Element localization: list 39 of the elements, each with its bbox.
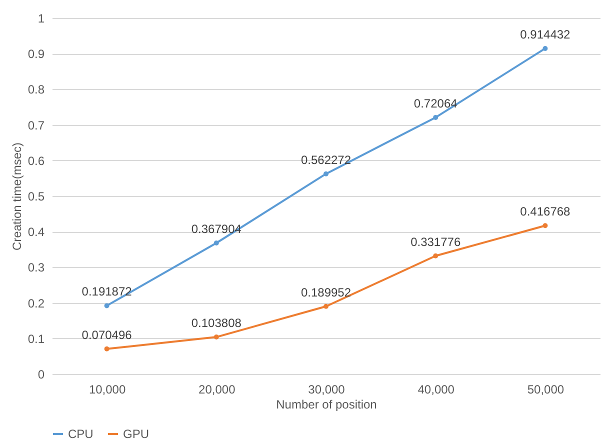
x-tick-label: 20,000 (198, 382, 236, 396)
y-tick-label: 0.7 (28, 118, 45, 132)
data-label: 0.189952 (300, 285, 352, 300)
point (214, 240, 219, 246)
point (104, 346, 110, 352)
y-tick-label: 0.5 (28, 190, 45, 204)
y-tick-label: 0.2 (28, 296, 45, 310)
point (214, 334, 219, 340)
data-label: 0.562272 (300, 152, 352, 167)
point (433, 253, 438, 258)
legend-label: CPU (68, 427, 94, 441)
y-tick-label: 0.4 (28, 225, 45, 240)
y-tick-label: 0.8 (28, 82, 45, 97)
point (542, 46, 548, 51)
point (433, 114, 438, 120)
point (104, 303, 110, 308)
x-tick-label: 30,000 (308, 382, 346, 396)
y-tick-label: 0.1 (28, 332, 45, 346)
y-tick-label: 0 (38, 368, 45, 382)
data-label: 0.914432 (520, 27, 571, 42)
y-tick-label: 1 (38, 12, 45, 26)
point (542, 223, 548, 228)
data-label: 0.416768 (520, 204, 571, 219)
data-label: 0.103808 (191, 316, 242, 330)
data-label: 0.331776 (410, 234, 461, 249)
y-tick-label: 0.6 (28, 154, 45, 168)
x-axis-title: Number of position (276, 398, 377, 412)
legend-label: GPU (123, 427, 150, 441)
y-tick-label: 0.3 (28, 260, 45, 275)
y-tick-label: 0.9 (28, 47, 45, 62)
y-axis-title: Creation time(msec) (10, 142, 24, 251)
point (324, 304, 328, 309)
data-label: 0.191872 (82, 284, 132, 299)
point (324, 171, 328, 176)
data-label: 0.72064 (414, 96, 458, 110)
x-tick-label: 50,000 (527, 382, 564, 396)
x-tick-label: 40,000 (418, 382, 455, 396)
data-label: 0.070496 (82, 328, 132, 342)
x-tick-label: 10,000 (88, 382, 126, 396)
